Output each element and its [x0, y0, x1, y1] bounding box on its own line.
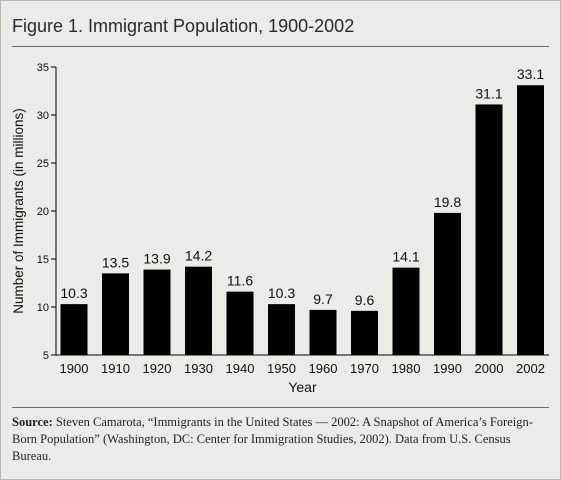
bar-value-label: 9.7 [313, 291, 333, 307]
x-tick-label: 1920 [143, 361, 172, 376]
y-tick-label: 10 [37, 302, 49, 314]
x-tick-label: 2002 [516, 361, 545, 376]
bar [102, 273, 129, 355]
bar-value-label: 31.1 [475, 85, 502, 101]
x-tick-label: 1980 [392, 361, 421, 376]
bar-value-label: 19.8 [434, 194, 461, 210]
source-text: Steven Camarota, “Immigrants in the Unit… [12, 415, 533, 463]
bar [434, 212, 461, 355]
x-tick-label: 1930 [184, 361, 213, 376]
bar [60, 304, 88, 355]
bar-value-label: 11.6 [227, 273, 253, 289]
figure-title: Figure 1. Immigrant Population, 1900-200… [12, 16, 355, 36]
bar-value-label: 33.1 [517, 66, 544, 82]
bar-value-label: 10.3 [60, 285, 87, 301]
y-tick-label: 25 [37, 158, 49, 170]
source-divider [12, 407, 549, 408]
title-divider [12, 46, 549, 47]
bar [143, 269, 171, 355]
source-note: Source: Steven Camarota, “Immigrants in … [12, 414, 544, 465]
bar [351, 310, 378, 355]
x-tick-label: 1970 [350, 361, 379, 376]
x-tick-label: 1990 [433, 361, 462, 376]
bar-value-label: 9.6 [355, 292, 375, 308]
y-tick-label: 35 [37, 62, 49, 74]
x-tick-label: 1910 [101, 361, 130, 376]
x-axis-title: Year [288, 379, 317, 395]
x-tick-label: 1960 [309, 361, 338, 376]
x-tick-label: 1900 [60, 361, 89, 376]
bar [517, 85, 544, 356]
x-tick-label: 2000 [475, 361, 504, 376]
bar-value-label: 13.9 [143, 251, 170, 267]
x-tick-label: 1950 [267, 361, 296, 376]
bar-value-label: 14.2 [185, 248, 212, 264]
y-tick-label: 20 [37, 206, 49, 218]
y-axis-title: Number of Immigrants (in millions) [11, 108, 26, 314]
x-tick-label: 1940 [226, 361, 255, 376]
bar [475, 104, 503, 355]
bar-value-label: 14.1 [392, 249, 419, 265]
y-tick-label: 30 [37, 110, 49, 122]
bar [226, 291, 254, 355]
bar [309, 309, 337, 355]
y-tick-label: 5 [43, 350, 49, 362]
bar-value-label: 13.5 [102, 254, 129, 270]
bar [268, 304, 295, 355]
bar-value-label: 10.3 [268, 285, 295, 301]
y-tick-label: 15 [37, 254, 49, 266]
bar [185, 266, 212, 355]
source-label: Source: [12, 415, 53, 429]
bar [392, 267, 420, 355]
bar-chart: 5 10 15 20 25 30 35 Number of Immigrants (in mi… [11, 62, 549, 395]
